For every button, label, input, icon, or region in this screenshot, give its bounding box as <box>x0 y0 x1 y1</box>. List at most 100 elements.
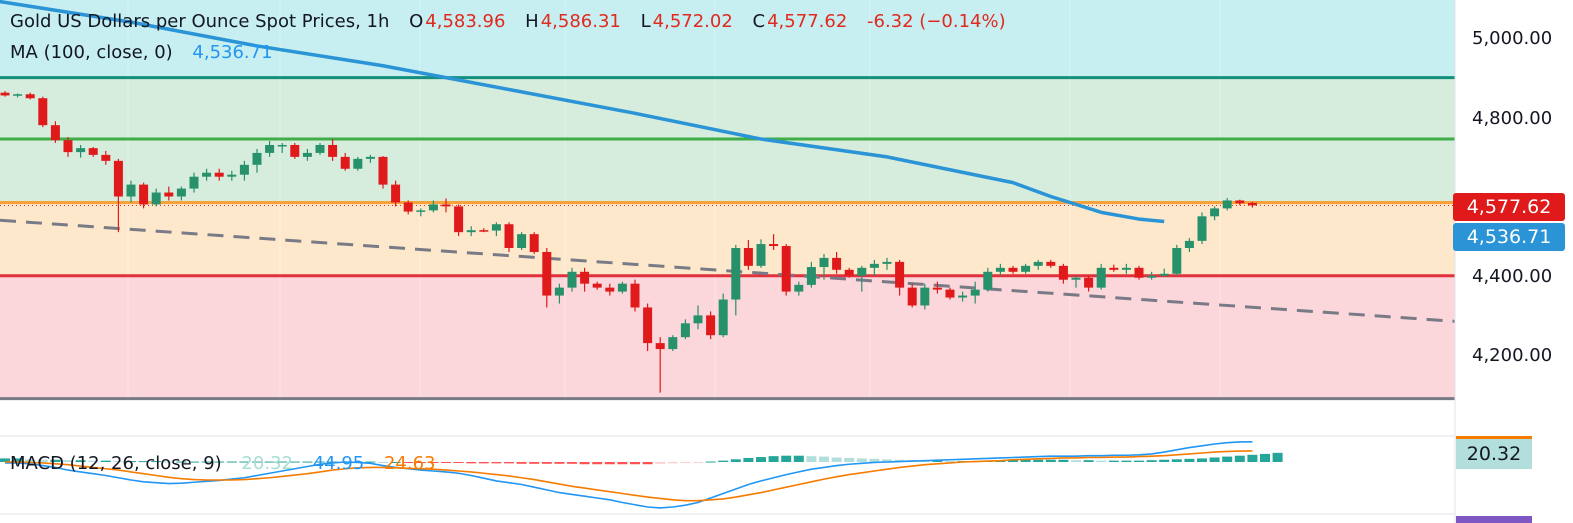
candle-body <box>756 244 766 266</box>
candle-body <box>869 263 879 268</box>
macd-histogram-bar <box>504 462 514 464</box>
candle-body <box>0 92 10 96</box>
candle-body <box>743 248 753 266</box>
candle-body <box>441 204 451 207</box>
macd-histogram-bar <box>113 461 124 463</box>
candle-body <box>353 158 363 169</box>
candle-body <box>277 144 287 147</box>
macd-histogram-bar <box>1209 457 1220 462</box>
candle-body <box>970 289 980 296</box>
macd-histogram-bar <box>541 462 552 464</box>
macd-histogram-bar <box>604 462 615 465</box>
macd-histogram-bar <box>579 462 590 465</box>
price-axis-label: 4,400.00 <box>1472 266 1553 287</box>
ma-value: 4,536.71 <box>192 42 273 63</box>
macd-histogram-bar <box>781 455 792 462</box>
candle-body <box>605 287 615 292</box>
candle-body <box>554 287 564 296</box>
candle-body <box>1172 248 1182 274</box>
dashed-trendline <box>0 218 1456 323</box>
candle-body <box>1159 273 1169 276</box>
macd-histogram-bar <box>441 462 451 463</box>
candle-body <box>882 261 892 264</box>
candle-body <box>983 271 993 290</box>
macd-histogram-bar <box>642 462 653 465</box>
macd-histogram-bar <box>37 459 48 462</box>
macd-histogram-bar <box>327 461 338 463</box>
macd-histogram-bar <box>617 462 628 465</box>
macd-histogram-bar <box>214 461 225 463</box>
macd-histogram-bar <box>718 460 729 462</box>
candle-body <box>38 98 48 126</box>
candle-body <box>995 267 1005 272</box>
candle-body <box>113 160 123 197</box>
zone-band <box>0 0 1455 78</box>
macd-histogram-bar <box>151 461 162 463</box>
macd-histogram-bar <box>831 457 842 462</box>
candle-body <box>567 271 577 288</box>
candle-body <box>1096 267 1106 288</box>
macd-histogram-bar <box>1071 460 1081 462</box>
macd-histogram-bar <box>163 461 174 463</box>
candle-body <box>63 140 73 153</box>
candle-body <box>340 156 350 169</box>
candle-body <box>290 144 300 157</box>
macd-scale-marker <box>1456 516 1532 523</box>
change-value: -6.32 (−0.14%) <box>867 11 1006 32</box>
candle-body <box>643 307 653 344</box>
macd-histogram-bar <box>1159 459 1170 462</box>
candle-body <box>416 210 426 212</box>
candle-body <box>1084 277 1094 288</box>
candle-body <box>945 289 955 298</box>
macd-histogram-bar <box>390 462 401 463</box>
ma-legend[interactable]: MA (100, close, 0) 4,536.71 <box>10 42 275 63</box>
macd-signal-value: 24.63 <box>383 453 436 474</box>
macd-histogram-bar <box>1197 458 1207 462</box>
close-label: C <box>752 11 766 32</box>
macd-histogram-bar <box>1134 460 1144 462</box>
macd-histogram-bar <box>315 461 325 463</box>
candle-body <box>718 299 728 336</box>
candle-body <box>214 172 224 177</box>
macd-histogram-bar <box>1171 459 1182 462</box>
macd-histogram-bar <box>1234 455 1245 462</box>
candle-body <box>895 261 905 288</box>
candle-body <box>202 172 212 177</box>
macd-histogram-bar <box>1146 460 1157 462</box>
candle-body <box>794 284 804 292</box>
candle-body <box>139 184 149 205</box>
macd-histogram-bar <box>869 458 880 462</box>
macd-histogram-bar <box>1008 459 1018 462</box>
macd-histogram-bar <box>403 462 414 463</box>
macd-histogram-bar <box>1222 456 1233 462</box>
macd-histogram-bar <box>743 457 754 462</box>
candle-body <box>101 154 111 161</box>
macd-histogram-bar <box>882 459 892 462</box>
macd-histogram-bar <box>1184 458 1195 462</box>
candle-body <box>164 192 174 197</box>
candle-body <box>466 230 476 233</box>
macd-line <box>5 440 1253 509</box>
candle-body <box>239 164 249 175</box>
candle-body <box>227 174 237 177</box>
macd-histogram-bar <box>554 462 565 464</box>
macd-histogram-bar <box>516 462 527 464</box>
macd-histogram-bar <box>264 461 275 463</box>
candle-body <box>1235 200 1245 204</box>
open-label: O <box>409 11 424 32</box>
candle-body <box>252 152 262 165</box>
macd-histogram-bar <box>491 462 502 464</box>
low-label: L <box>640 11 651 32</box>
candle-body <box>1021 265 1031 272</box>
macd-legend[interactable]: MACD (12, 26, close, 9) 20.32 44.95 24.6… <box>10 453 437 474</box>
macd-histogram-bar <box>226 461 237 463</box>
macd-histogram-bar <box>453 462 464 463</box>
candle-body <box>1008 267 1018 272</box>
candle-body <box>1033 261 1043 266</box>
macd-histogram-bar <box>756 457 766 462</box>
candle-body <box>365 156 375 159</box>
candle-body <box>25 94 35 99</box>
symbol-legend: Gold US Dollars per Ounce Spot Prices, 1… <box>10 11 1008 32</box>
macd-signal-marker <box>1456 436 1532 439</box>
